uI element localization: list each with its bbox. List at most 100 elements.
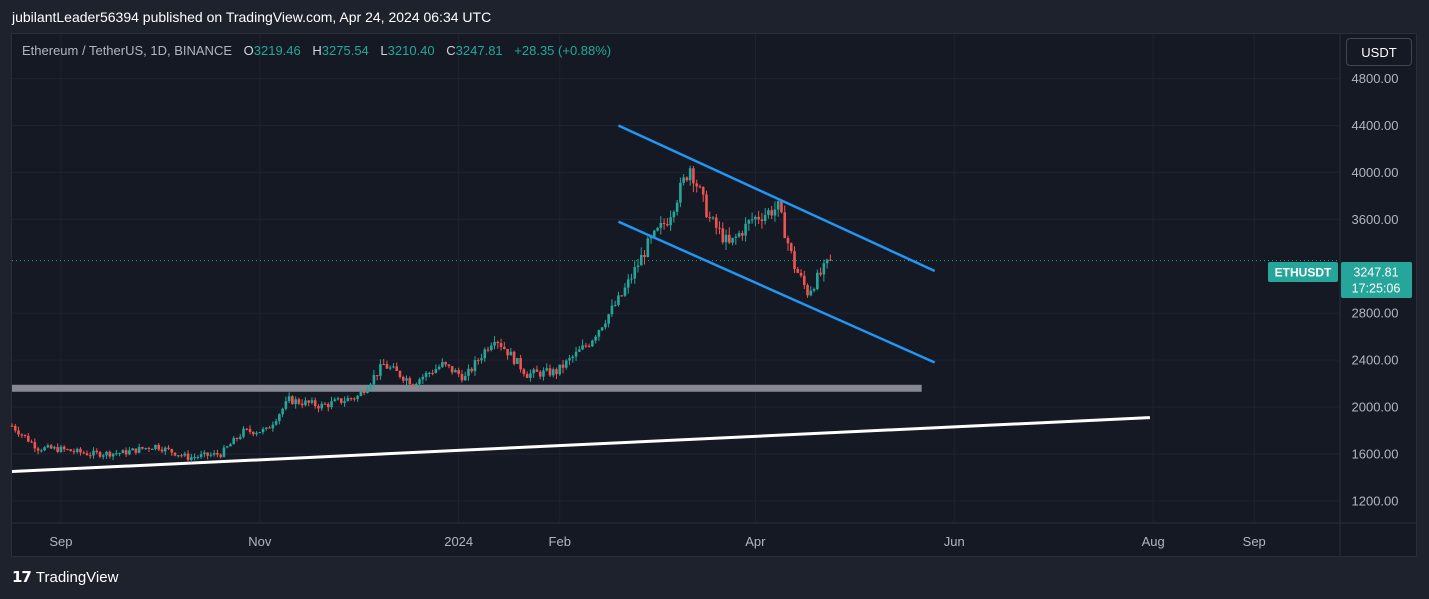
candle-body: [636, 265, 640, 268]
candle-body: [98, 452, 102, 457]
candle-body: [672, 211, 676, 218]
candle-body: [372, 375, 376, 385]
close-label: C: [446, 43, 456, 58]
candle-body: [617, 295, 620, 305]
candle-body: [607, 314, 610, 324]
candle-body: [349, 398, 353, 400]
candle-body: [649, 236, 653, 239]
candle-body: [183, 453, 187, 456]
candle-body: [141, 447, 144, 449]
candle-body: [793, 251, 796, 270]
symbol-title[interactable]: Ethereum / TetherUS, 1D, BINANCE: [22, 43, 233, 58]
candle-body: [538, 371, 542, 377]
candle-body: [121, 450, 125, 454]
chart-frame[interactable]: [11, 33, 1417, 557]
candle-body: [525, 374, 529, 379]
candle-body: [747, 220, 751, 224]
candle-body: [209, 454, 213, 456]
candle-body: [265, 427, 268, 429]
price-tick: 1600.00: [1352, 446, 1399, 461]
candle-body: [630, 278, 633, 280]
candle-body: [754, 216, 757, 220]
candle-body: [685, 177, 689, 181]
candle-body: [362, 391, 366, 393]
candle-body: [375, 375, 379, 377]
candle-body: [796, 269, 800, 273]
candle-body: [258, 432, 262, 434]
candle-body: [564, 360, 568, 368]
candle-body: [731, 237, 734, 243]
candle-body: [688, 168, 692, 181]
candle-body: [698, 186, 702, 188]
candle-body: [287, 396, 291, 402]
currency-button[interactable]: USDT: [1346, 38, 1412, 66]
candle-body: [551, 369, 555, 376]
candle-body: [770, 210, 773, 216]
candle-body: [623, 287, 627, 296]
candle-body: [727, 234, 731, 243]
candle-body: [300, 403, 304, 406]
candle-body: [545, 368, 549, 371]
candle-body: [157, 444, 161, 450]
candle-body: [480, 358, 483, 361]
candle-body: [604, 323, 607, 328]
candle-body: [222, 447, 226, 457]
candle-body: [506, 348, 509, 356]
candle-body: [763, 214, 767, 221]
candle-body: [268, 427, 271, 429]
candle-body: [441, 362, 444, 367]
candle-body: [297, 399, 301, 404]
candle-body: [741, 233, 744, 236]
candle-body: [382, 364, 385, 366]
change-value: +28.35 (+0.88%): [514, 43, 612, 58]
candle-body: [574, 351, 578, 357]
candle-body: [581, 345, 584, 350]
candle-body: [571, 356, 575, 359]
candle-body: [85, 453, 89, 456]
candle-body: [626, 279, 630, 288]
candle-body: [789, 243, 793, 252]
candle-body: [750, 219, 754, 221]
candle-body: [101, 455, 105, 457]
candle-body: [235, 438, 239, 440]
candle-body: [294, 399, 297, 405]
candle-body: [542, 370, 545, 377]
tradingview-logo[interactable]: 𝟭𝟳 TradingView: [12, 568, 118, 587]
channel-upper-line: [617, 124, 936, 273]
price-tick: 1200.00: [1352, 493, 1399, 508]
candle-body: [333, 399, 337, 402]
candle-body: [310, 400, 314, 403]
candle-body: [170, 448, 174, 453]
price-tick: 3600.00: [1352, 212, 1399, 227]
candles: [10, 165, 832, 463]
candle-body: [199, 454, 203, 457]
candle-body: [385, 364, 389, 369]
candle-body: [561, 364, 565, 368]
candle-body: [454, 370, 457, 373]
candle-body: [431, 372, 434, 374]
candle-body: [532, 369, 535, 374]
candle-body: [212, 453, 216, 455]
ascending-trendline: [11, 416, 1150, 474]
candle-body: [40, 450, 43, 452]
candle-body: [274, 421, 278, 425]
candle-body: [701, 187, 705, 195]
candle-body: [144, 447, 147, 449]
candle-body: [470, 368, 474, 372]
grid-lines: [12, 34, 1339, 522]
candle-body: [115, 453, 118, 455]
candle-body: [131, 448, 134, 451]
candle-body: [271, 424, 275, 429]
open-label: O: [243, 43, 254, 58]
candle-body: [411, 384, 415, 386]
candle-body: [669, 217, 672, 226]
candle-body: [92, 450, 95, 456]
time-tick: 2024: [444, 534, 473, 549]
candle-body: [291, 396, 294, 405]
candle-body: [53, 447, 56, 449]
time-tick: Sep: [1243, 534, 1266, 549]
candle-body: [59, 446, 63, 452]
price-tick: 2000.00: [1352, 400, 1399, 415]
candle-body: [786, 238, 790, 244]
